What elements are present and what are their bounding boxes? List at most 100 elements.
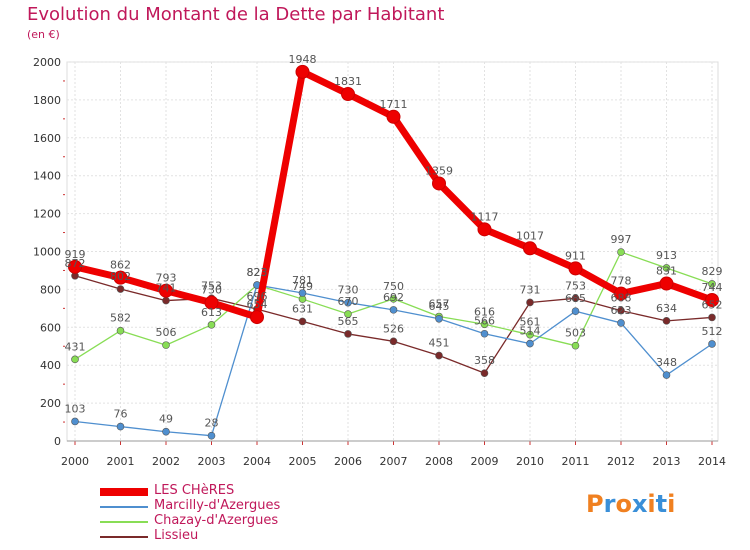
data-label: 753 bbox=[565, 279, 586, 292]
data-label: 1711 bbox=[380, 98, 408, 111]
data-point bbox=[68, 259, 82, 274]
data-label: 451 bbox=[429, 337, 450, 350]
data-label: 623 bbox=[611, 304, 632, 317]
data-point bbox=[708, 280, 716, 288]
data-label: 561 bbox=[520, 316, 541, 329]
data-point bbox=[659, 276, 674, 291]
data-label: 750 bbox=[383, 280, 404, 293]
data-label: 872 bbox=[65, 257, 86, 270]
data-label: 565 bbox=[338, 315, 359, 328]
y-tick-label: 1600 bbox=[33, 132, 61, 145]
data-point bbox=[162, 427, 170, 436]
x-tick-label: 2009 bbox=[471, 455, 499, 468]
data-point bbox=[298, 317, 307, 326]
data-label: 831 bbox=[656, 265, 677, 278]
data-label: 1831 bbox=[334, 75, 362, 88]
logo-letter: t bbox=[655, 490, 668, 518]
data-label: 645 bbox=[429, 300, 450, 313]
y-tick-label: 2000 bbox=[33, 56, 61, 69]
data-label: 1017 bbox=[516, 229, 544, 242]
data-label: 913 bbox=[656, 249, 677, 262]
data-point bbox=[435, 351, 443, 360]
data-point bbox=[159, 283, 173, 298]
y-tick-label: 1400 bbox=[33, 170, 61, 183]
data-point bbox=[571, 307, 580, 315]
data-point bbox=[708, 313, 716, 322]
data-point bbox=[705, 293, 719, 308]
data-point bbox=[523, 241, 537, 256]
data-point bbox=[250, 310, 264, 325]
x-tick-label: 2003 bbox=[198, 455, 226, 468]
data-label: 670 bbox=[338, 295, 359, 308]
data-label: 503 bbox=[565, 327, 586, 340]
data-point bbox=[617, 306, 625, 315]
data-label: 526 bbox=[383, 322, 404, 335]
data-point bbox=[662, 264, 671, 272]
data-point bbox=[708, 340, 716, 348]
data-label: 634 bbox=[656, 302, 677, 315]
data-label: 778 bbox=[611, 275, 632, 288]
data-point bbox=[344, 310, 352, 318]
chart-subtitle: (en €) bbox=[27, 28, 60, 41]
data-label: 652 bbox=[702, 298, 723, 311]
x-tick-label: 2006 bbox=[334, 455, 362, 468]
data-label: 730 bbox=[338, 284, 359, 297]
data-label: 911 bbox=[565, 249, 586, 262]
legend-swatch bbox=[100, 521, 148, 523]
x-tick-label: 2002 bbox=[152, 455, 180, 468]
data-label: 823 bbox=[247, 266, 268, 279]
y-tick-label: 0 bbox=[54, 435, 61, 448]
data-point bbox=[389, 306, 398, 314]
y-tick-label: 200 bbox=[40, 397, 61, 410]
data-point bbox=[341, 87, 355, 102]
data-label: 103 bbox=[65, 402, 86, 415]
x-tick-label: 2011 bbox=[562, 455, 590, 468]
y-tick-label: 600 bbox=[40, 321, 61, 334]
data-label: 741 bbox=[156, 282, 177, 295]
data-point bbox=[71, 417, 79, 426]
data-label: 49 bbox=[159, 413, 173, 426]
x-tick-label: 2013 bbox=[653, 455, 681, 468]
x-tick-label: 2004 bbox=[243, 455, 271, 468]
data-point bbox=[568, 261, 583, 276]
x-tick-label: 2010 bbox=[516, 455, 544, 468]
y-tick-label: 1000 bbox=[33, 246, 61, 259]
data-point bbox=[435, 314, 443, 323]
data-label: 997 bbox=[611, 233, 632, 246]
data-label: 1359 bbox=[425, 164, 453, 177]
data-point bbox=[344, 298, 352, 307]
x-tick-label: 2007 bbox=[380, 455, 408, 468]
data-label: 76 bbox=[114, 408, 128, 421]
logo-letter: i bbox=[667, 490, 676, 518]
data-label: 616 bbox=[474, 305, 495, 318]
logo-letter: o bbox=[615, 490, 632, 518]
data-point bbox=[526, 339, 534, 348]
data-point bbox=[116, 285, 125, 293]
data-point bbox=[571, 341, 580, 350]
data-point bbox=[389, 337, 398, 346]
data-label: 348 bbox=[656, 356, 677, 369]
data-label: 431 bbox=[65, 340, 86, 353]
data-point bbox=[571, 294, 580, 303]
data-point bbox=[207, 321, 216, 329]
data-label: 654 bbox=[247, 298, 268, 311]
data-point bbox=[207, 431, 216, 440]
data-point bbox=[344, 330, 352, 338]
data-label: 753 bbox=[201, 279, 222, 292]
data-label: 358 bbox=[474, 354, 495, 367]
legend-label: Marcilly-d'Azergues bbox=[154, 498, 281, 513]
data-point bbox=[386, 109, 401, 124]
y-tick-label: 400 bbox=[40, 359, 61, 372]
data-label: 566 bbox=[474, 315, 495, 328]
data-label: 28 bbox=[205, 417, 219, 430]
logo-letter: r bbox=[603, 490, 616, 518]
data-label: 862 bbox=[110, 259, 131, 272]
legend-item: Lissieu bbox=[100, 529, 360, 544]
legend-label: Lissieu bbox=[154, 528, 199, 543]
data-label: 802 bbox=[110, 270, 131, 283]
data-point bbox=[113, 270, 128, 285]
data-label: 688 bbox=[611, 292, 632, 305]
data-label: 582 bbox=[110, 312, 131, 325]
legend-item: LES CHèRES bbox=[100, 484, 360, 499]
